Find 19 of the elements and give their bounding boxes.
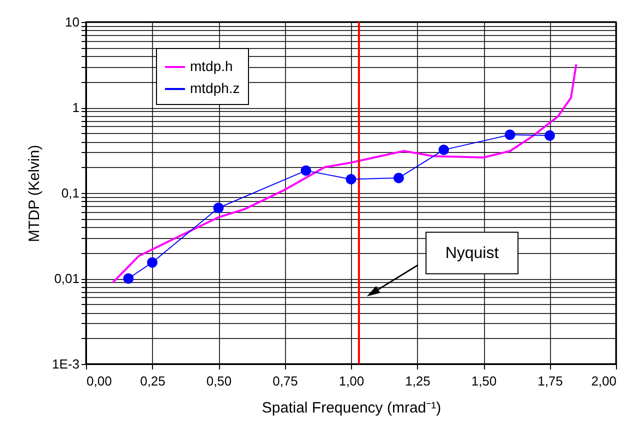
y-tick-label: 0,01 <box>54 271 80 286</box>
x-tick-label: 0,25 <box>140 374 166 388</box>
x-tick-label: 1,25 <box>405 374 430 388</box>
x-tick-label: 1,50 <box>471 374 497 388</box>
x-tick-label: 0,50 <box>206 374 232 388</box>
x-tick-label: 0,00 <box>86 374 112 388</box>
legend-label: mtdp.h <box>190 58 233 74</box>
x-tick-label: 2,00 <box>591 374 616 388</box>
y-axis-title: MTDP (Kelvin) <box>26 144 44 242</box>
legend-label: mtdph.z <box>190 80 240 96</box>
x-tick-label: 0,75 <box>272 374 298 388</box>
y-tick-label: 0,1 <box>61 186 80 200</box>
y-tick-label: 10 <box>65 14 80 30</box>
y-tick-label: 1E-3 <box>52 356 80 372</box>
y-tick-label: 1 <box>72 100 80 115</box>
x-tick-label: 1,75 <box>538 374 563 388</box>
annotation: Nyquist <box>445 245 500 262</box>
x-tick-label: 1,00 <box>338 374 364 388</box>
x-axis-title: Spatial Frequency (mrad⁻¹) <box>262 400 442 416</box>
